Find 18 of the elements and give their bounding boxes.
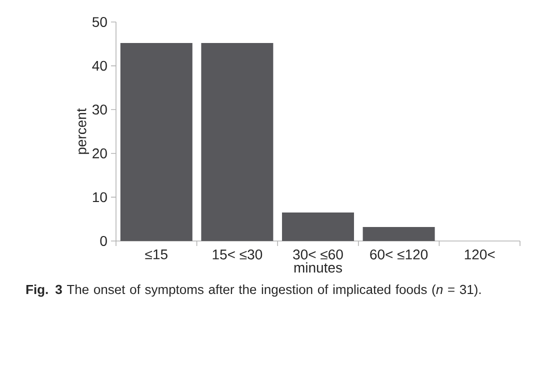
y-axis-title: percent [77,108,90,154]
bar [201,43,274,241]
y-tick-label: 0 [100,236,107,246]
text: Fig. 3 The onset of symptoms after the ingestion of implicated foods (n = 31). [26,284,481,297]
y-tick-label: 50 [92,17,107,27]
x-tick-label: 30< ≤60 [293,250,343,260]
x-tick-label: 60< ≤120 [370,250,428,260]
x-tick-label: 15< ≤30 [212,250,262,260]
y-tick-label: 20 [92,148,107,158]
x-axis-title: minutes [294,262,342,273]
y-tick-label: 30 [92,104,107,115]
y-tick-label: 10 [92,192,107,202]
bar [362,226,435,241]
x-tick-label: ≤15 [145,250,168,260]
x-tick-label: 120< [464,250,495,260]
bar [282,212,354,241]
bar [120,43,192,241]
y-tick-label: 40 [92,60,107,71]
